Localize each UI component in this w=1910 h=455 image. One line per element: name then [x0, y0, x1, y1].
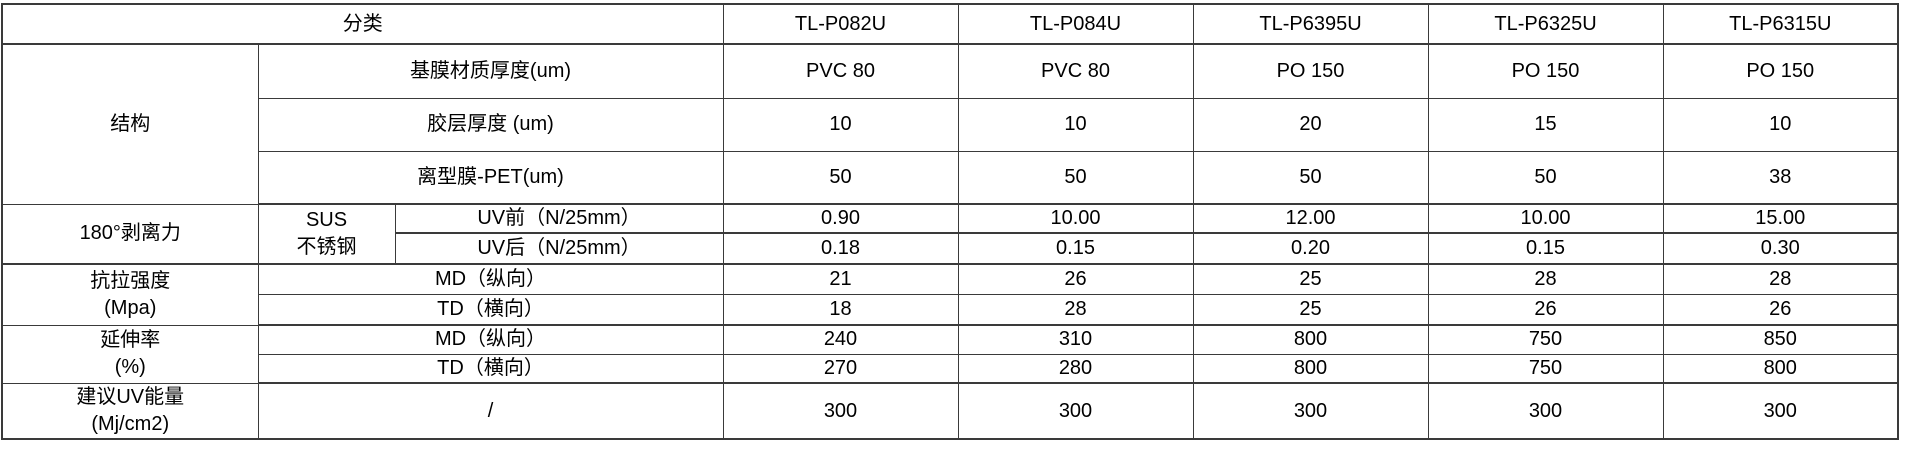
row-label-cell: TD（横向）	[257, 353, 724, 384]
value-cell: 300	[722, 382, 959, 440]
value-cell: 0.30	[1662, 232, 1899, 265]
row-label-cell: MD（纵向）	[257, 263, 724, 295]
value-cell: 25	[1192, 293, 1429, 326]
value-cell: 300	[1192, 382, 1429, 440]
value-cell: 10	[722, 97, 959, 152]
value-cell: 25	[1192, 263, 1429, 295]
value-cell: 10.00	[1427, 203, 1664, 234]
value-cell: 50	[722, 150, 959, 205]
value-cell: 21	[722, 263, 959, 295]
value-cell: 20	[1192, 97, 1429, 152]
value-cell: 800	[1662, 353, 1899, 384]
product-name-cell: TL-P082U	[722, 3, 959, 45]
uv-energy-condition-cell: /	[257, 382, 724, 440]
value-cell: 0.15	[1427, 232, 1664, 265]
value-cell: 280	[957, 353, 1194, 384]
tensile-group-line1: 抗拉强度	[90, 269, 171, 292]
value-cell: PO 150	[1192, 43, 1429, 99]
value-cell: 850	[1662, 324, 1899, 355]
row-label-cell: 胶层厚度 (um)	[257, 97, 724, 152]
value-cell: 50	[1427, 150, 1664, 205]
value-cell: 50	[957, 150, 1194, 205]
uv-energy-label-line2: (Mj/cm2)	[91, 412, 170, 435]
row-label-cell: 离型膜-PET(um)	[257, 150, 724, 205]
substrate-line1: SUS	[305, 209, 348, 231]
value-cell: PVC 80	[722, 43, 959, 99]
base-film-row: 结构 基膜材质厚度(um) PVC 80 PVC 80 PO 150 PO 15…	[1, 43, 1899, 205]
value-cell: 10	[957, 97, 1194, 152]
substrate-cell: SUS 不锈钢	[257, 203, 396, 265]
value-cell: 0.90	[722, 203, 959, 234]
row-label-cell: MD（纵向）	[257, 324, 724, 355]
peel-group-cell: 180°剥离力	[1, 203, 259, 265]
elongation-group-line2: (%)	[114, 356, 146, 378]
value-cell: 12.00	[1192, 203, 1429, 234]
value-cell: PO 150	[1662, 43, 1899, 99]
peel-after-row: UV后（N/25mm） 0.18 0.15 0.20 0.15 0.30	[2, 232, 1899, 265]
elongation-group-cell: 延伸率 (%)	[1, 324, 259, 384]
liner-row: 离型膜-PET(um) 50 50 50 50 38	[2, 150, 1899, 205]
value-cell: 750	[1427, 324, 1664, 355]
value-cell: 10.00	[957, 203, 1194, 234]
adhesive-row: 胶层厚度 (um) 10 10 20 15 10	[2, 97, 1899, 152]
value-cell: 300	[1427, 382, 1664, 440]
value-cell: 310	[957, 324, 1194, 355]
row-label-cell: UV前（N/25mm）	[394, 203, 724, 234]
value-cell: 28	[1427, 263, 1664, 295]
value-cell: 18	[722, 293, 959, 326]
category-header-cell: 分类	[1, 3, 724, 45]
uv-energy-label-cell: 建议UV能量 (Mj/cm2)	[1, 382, 259, 440]
value-cell: 800	[1192, 324, 1429, 355]
value-cell: 800	[1192, 353, 1429, 384]
value-cell: PVC 80	[957, 43, 1194, 99]
value-cell: 0.18	[722, 232, 959, 265]
tensile-group-cell: 抗拉强度 (Mpa)	[1, 263, 259, 326]
tensile-td-row: TD（横向） 18 28 25 26 26	[2, 293, 1899, 326]
uv-energy-label-line1: 建议UV能量	[76, 385, 185, 408]
header-row: 分类 TL-P082U TL-P084U TL-P6395U TL-P6325U…	[1, 3, 1899, 45]
row-label-cell: TD（横向）	[257, 293, 724, 326]
tensile-md-row: 抗拉强度 (Mpa) MD（纵向） 21 26 25 28 28	[1, 263, 1899, 326]
value-cell: 0.20	[1192, 232, 1429, 265]
value-cell: 10	[1662, 97, 1899, 152]
value-cell: 28	[957, 293, 1194, 326]
value-cell: 270	[722, 353, 959, 384]
value-cell: 240	[722, 324, 959, 355]
value-cell: 0.15	[957, 232, 1194, 265]
value-cell: 28	[1662, 263, 1899, 295]
value-cell: 26	[1662, 293, 1899, 326]
value-cell: 50	[1192, 150, 1429, 205]
value-cell: 15	[1427, 97, 1664, 152]
value-cell: 38	[1662, 150, 1899, 205]
value-cell: 750	[1427, 353, 1664, 384]
product-name-cell: TL-P6395U	[1192, 3, 1429, 45]
value-cell: 15.00	[1662, 203, 1899, 234]
value-cell: PO 150	[1427, 43, 1664, 99]
product-spec-table: 分类 TL-P082U TL-P084U TL-P6395U TL-P6325U…	[1, 3, 1899, 440]
product-name-cell: TL-P084U	[957, 3, 1194, 45]
elongation-td-row: TD（横向） 270 280 800 750 800	[2, 353, 1899, 384]
elongation-group-line1: 延伸率	[100, 329, 161, 351]
substrate-line2: 不锈钢	[296, 236, 357, 258]
row-label-cell: UV后（N/25mm）	[394, 232, 724, 265]
value-cell: 26	[957, 263, 1194, 295]
product-name-cell: TL-P6325U	[1427, 3, 1664, 45]
structure-group-cell: 结构	[1, 43, 259, 205]
value-cell: 300	[957, 382, 1194, 440]
tensile-group-line2: (Mpa)	[104, 296, 157, 319]
value-cell: 300	[1662, 382, 1899, 440]
value-cell: 26	[1427, 293, 1664, 326]
uv-energy-row: 建议UV能量 (Mj/cm2) / 300 300 300 300 300	[1, 382, 1899, 440]
elongation-md-row: 延伸率 (%) MD（纵向） 240 310 800 750 850	[1, 324, 1899, 384]
row-label-cell: 基膜材质厚度(um)	[257, 43, 724, 99]
product-name-cell: TL-P6315U	[1662, 3, 1899, 45]
peel-before-row: 180°剥离力 SUS 不锈钢 UV前（N/25mm） 0.90 10.00 1…	[1, 203, 1899, 265]
